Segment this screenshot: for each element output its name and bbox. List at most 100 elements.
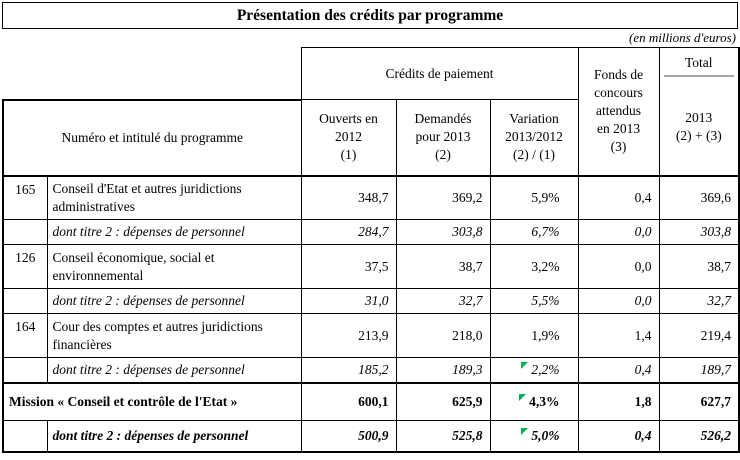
cell-ouverts: 348,7 [300,175,397,220]
cell-ouverts: 284,7 [300,219,397,245]
label-line: (2) + (3) [675,128,722,143]
cell-demandes: 189,3 [395,357,491,383]
header-col-variation: Variation 2013/2012 (2) / (1) [489,99,579,177]
cell-ouverts: 500,9 [300,420,397,453]
table-row: 165 Conseil d'Etat et autres juridiction… [2,175,740,220]
header-col-demandes: Demandés pour 2013 (2) [395,99,491,177]
cell-demandes: 369,2 [395,175,491,220]
cell-variation: 6,7% [489,219,579,245]
unit-note: (en millions d'euros) [628,30,736,45]
table-row: dont titre 2 : dépenses de personnel 185… [2,357,740,383]
cell-program-number [2,219,48,245]
cell-fonds: 0,0 [577,288,660,314]
header-col-fonds: Fonds de concours attendus en 2013 (3) [577,47,660,177]
cell-demandes: 32,7 [395,288,491,314]
cell-fonds: 0,4 [577,420,660,453]
cell-variation-value: 4,3% [529,393,560,409]
green-triangle-icon [521,427,529,435]
cell-program-number: 164 [2,313,48,358]
label-line: (3) [610,139,627,155]
cell-mission-name: Mission « Conseil et contrôle de l'Etat … [2,381,302,421]
cell-fonds: 0,4 [577,175,660,220]
cell-total: 189,7 [658,357,740,383]
cell-ouverts: 37,5 [300,244,397,289]
cell-demandes: 38,7 [395,244,491,289]
credits-table: Crédits de paiement Fonds de concours at… [2,47,740,453]
cell-total: 369,6 [658,175,740,220]
cell-demandes: 525,8 [395,420,491,453]
cell-ouverts: 600,1 [300,381,397,421]
total-underline [663,75,735,77]
cell-program-name: dont titre 2 : dépenses de personnel [46,357,302,383]
header-row-groups: Crédits de paiement Fonds de concours at… [3,47,740,177]
cell-variation: 2,2% [489,357,579,383]
green-triangle-icon [521,361,529,369]
cell-fonds: 1,4 [577,313,660,358]
cell-variation: 5,0% [489,420,579,453]
cell-variation: 4,3% [489,381,579,421]
header-col-program: Numéro et intitulé du programme [2,98,302,177]
cell-variation-value: 5,0% [531,427,560,443]
label-line: Ouverts en [319,111,378,127]
cell-program-name: dont titre 2 : dépenses de personnel [46,420,302,453]
label-line: (2) / (1) [513,147,555,163]
label-line: attendus [596,103,642,119]
cell-total: 526,2 [658,420,740,453]
cell-program-name: Conseil économique, social et environnem… [46,244,302,289]
cell-variation: 5,5% [489,288,579,314]
cell-program-name: dont titre 2 : dépenses de personnel [46,288,302,314]
cell-total: 303,8 [658,219,740,245]
cell-program-name: dont titre 2 : dépenses de personnel [46,219,302,245]
cell-fonds: 0,0 [577,219,660,245]
cell-total: 32,7 [658,288,740,314]
cell-program-number: 165 [2,175,48,220]
table-row: dont titre 2 : dépenses de personnel 500… [2,420,740,453]
cell-ouverts: 185,2 [300,357,397,383]
cell-fonds: 0,4 [577,357,660,383]
cell-total: 219,4 [658,313,740,358]
label-line: Variation [509,111,559,127]
cell-variation: 5,9% [489,175,579,220]
cell-program-name: Conseil d'Etat et autres juridictions ad… [46,175,302,220]
table-row-mission-total: Mission « Conseil et contrôle de l'Etat … [2,381,740,421]
green-triangle-icon [519,393,527,401]
cell-demandes: 218,0 [395,313,491,358]
cell-variation: 1,9% [489,313,579,358]
label-line: en 2013 [596,121,641,137]
table-row: dont titre 2 : dépenses de personnel 284… [2,219,740,245]
label-line: Demandés [414,111,472,127]
cell-total: 38,7 [658,244,740,289]
cell-program-name: Cour des comptes et autres juridictions … [46,313,302,358]
table-row: dont titre 2 : dépenses de personnel 31,… [2,288,740,314]
cell-program-number [2,420,48,453]
cell-ouverts: 213,9 [300,313,397,358]
cell-program-number [2,357,48,383]
label-line: (2) [435,147,451,163]
cell-variation-value: 2,2% [531,361,560,377]
cell-fonds: 1,8 [577,381,660,421]
label-line: (1) [340,147,357,163]
table-row: 126 Conseil économique, social et enviro… [2,244,740,289]
cell-variation: 3,2% [489,244,579,289]
header-row-columns: Numéro et intitulé du programme Ouverts … [2,98,739,177]
label-line: 2012 [335,129,362,145]
header-col-total: Total 2013 (2) + (3) [658,47,740,177]
label-line: pour 2013 [415,129,471,145]
label-line: 2013 [685,110,713,125]
cell-program-number: 126 [2,244,48,289]
label-line: 2013/2012 [505,129,563,145]
header-credits-group: Crédits de paiement [300,47,579,100]
label-line: Total [685,55,713,70]
cell-demandes: 625,9 [395,381,491,421]
table-row: 164 Cour des comptes et autres juridicti… [2,313,740,358]
cell-total: 627,7 [658,381,740,421]
label-line: concours [594,85,643,101]
header-col-ouverts: Ouverts en 2012 (1) [300,99,397,177]
cell-demandes: 303,8 [395,219,491,245]
cell-ouverts: 31,0 [300,288,397,314]
page-title: Présentation des crédits par programme [2,2,738,29]
cell-fonds: 0,0 [577,244,660,289]
header-spacer [3,48,301,100]
cell-program-number [2,288,48,314]
label-line: Fonds de [593,67,644,83]
